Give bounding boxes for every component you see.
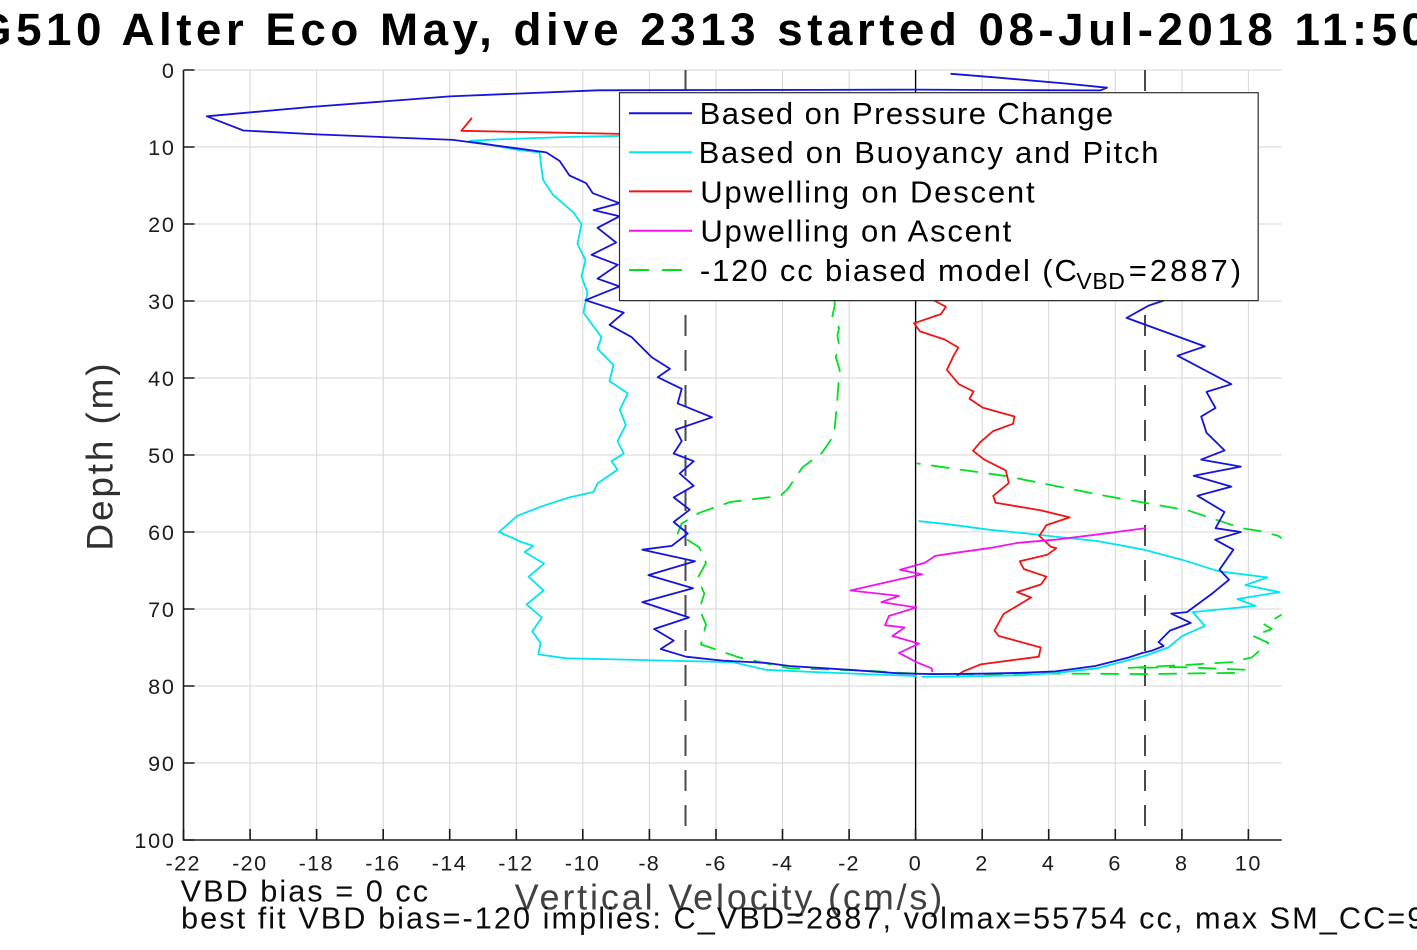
svg-text:-10: -10 — [565, 851, 600, 876]
svg-text:20: 20 — [148, 212, 175, 237]
svg-text:90: 90 — [148, 751, 175, 776]
svg-text:60: 60 — [148, 520, 175, 545]
svg-text:Upwelling on Descent: Upwelling on Descent — [700, 174, 1036, 209]
svg-text:-16: -16 — [365, 851, 400, 876]
svg-text:10: 10 — [148, 135, 175, 160]
svg-text:Depth (m): Depth (m) — [80, 361, 121, 551]
svg-text:-12: -12 — [498, 851, 533, 876]
svg-text:8: 8 — [1175, 851, 1189, 876]
svg-text:-2: -2 — [838, 851, 860, 876]
svg-text:VBD: VBD — [1076, 268, 1125, 294]
svg-text:2: 2 — [975, 851, 989, 876]
svg-text:30: 30 — [148, 289, 175, 314]
svg-text:4: 4 — [1042, 851, 1056, 876]
svg-text:Based on Pressure Change: Based on Pressure Change — [700, 96, 1115, 131]
svg-text:=2887): =2887) — [1129, 253, 1244, 288]
svg-text:-22: -22 — [166, 851, 201, 876]
svg-text:80: 80 — [148, 674, 175, 699]
svg-text:6: 6 — [1108, 851, 1122, 876]
svg-text:-14: -14 — [432, 851, 467, 876]
svg-text:-120 cc biased model (C: -120 cc biased model (C — [700, 253, 1079, 288]
svg-text:-20: -20 — [232, 851, 267, 876]
svg-text:40: 40 — [148, 366, 175, 391]
svg-text:50: 50 — [148, 443, 175, 468]
svg-text:-8: -8 — [638, 851, 660, 876]
svg-text:10: 10 — [1235, 851, 1262, 876]
svg-text:best fit VBD bias=-120 implies: best fit VBD bias=-120 implies: C_VBD=28… — [181, 901, 1417, 936]
svg-text:Upwelling on Ascent: Upwelling on Ascent — [700, 214, 1013, 249]
svg-text:100: 100 — [134, 828, 175, 853]
svg-text:VBD bias = 0 cc: VBD bias = 0 cc — [181, 874, 430, 909]
svg-text:-18: -18 — [299, 851, 334, 876]
svg-text:0: 0 — [162, 58, 176, 83]
svg-text:70: 70 — [148, 597, 175, 622]
svg-text:0: 0 — [909, 851, 923, 876]
svg-text:SG510 Alter Eco May, dive 2313: SG510 Alter Eco May, dive 2313 started 0… — [0, 4, 1417, 55]
svg-text:-4: -4 — [772, 851, 794, 876]
svg-text:Vertical Velocity (cm/s): Vertical Velocity (cm/s) — [515, 877, 946, 918]
svg-text:Based on Buoyancy and Pitch: Based on Buoyancy and Pitch — [699, 135, 1161, 170]
svg-text:-6: -6 — [705, 851, 727, 876]
